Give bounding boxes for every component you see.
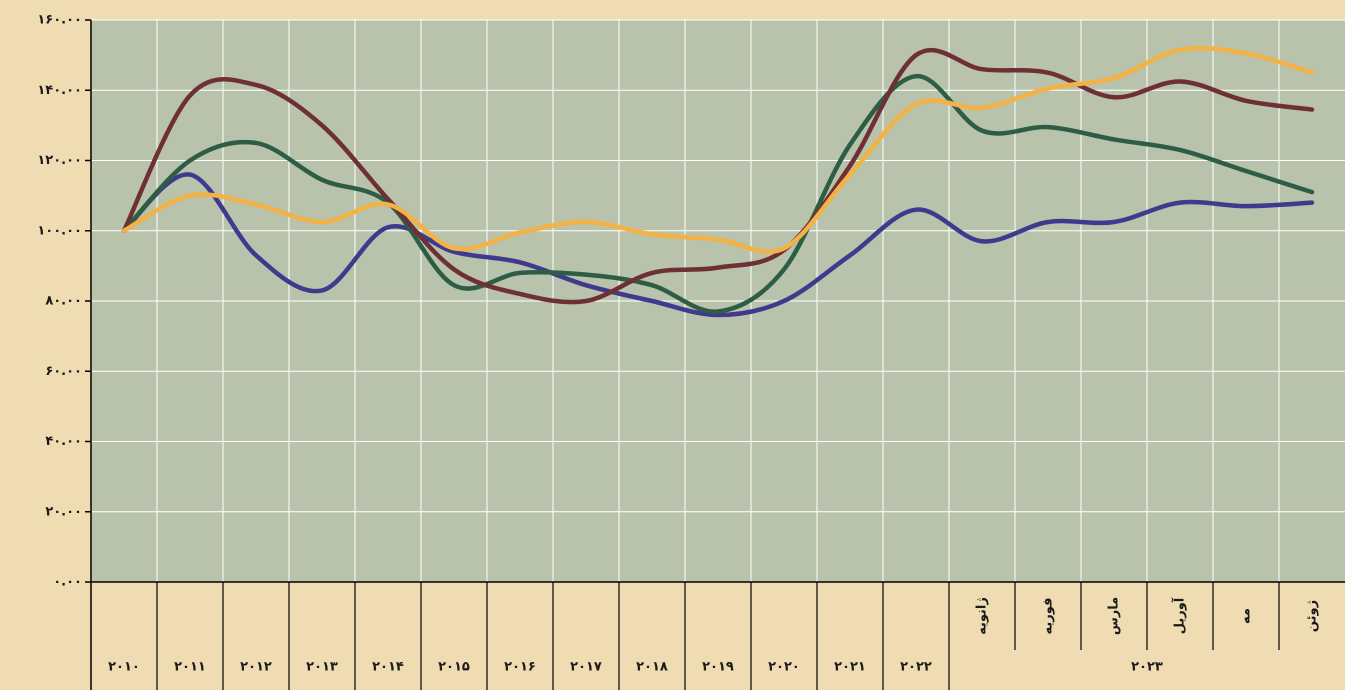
x-tick-label: ژانویه xyxy=(975,597,990,635)
y-tick-label: ۱۲۰.۰۰ xyxy=(37,153,82,168)
y-tick-label: ۲۰.۰۰ xyxy=(45,504,82,519)
x-tick-label: ۲۰۱۷ xyxy=(570,660,602,675)
series-line xyxy=(121,45,1315,255)
x-tick-label: ۲۰۱۵ xyxy=(438,660,470,675)
x-tick-label: ۲۰۲۱ xyxy=(834,660,866,675)
series-line xyxy=(121,172,1315,318)
x-tick-label: ۲۰۲۰ xyxy=(768,660,800,675)
x-tick-label: ۲۰۲۲ xyxy=(900,660,932,675)
x-tick-label: ۲۰۱۴ xyxy=(372,660,404,675)
y-tick-label: ۱۰۰.۰۰ xyxy=(37,223,82,238)
x-tick-label: ۲۰۱۲ xyxy=(240,660,272,675)
x-tick-label: ۲۰۱۶ xyxy=(504,660,536,675)
y-tick-label: ۸۰.۰۰ xyxy=(45,294,82,309)
x-tick-label: ۲۰۱۰ xyxy=(108,660,140,675)
x-tick-label: ژوئن xyxy=(1305,600,1320,632)
x-tick-label: ۲۰۱۸ xyxy=(636,660,668,675)
y-tick-label: ۰.۰۰ xyxy=(53,575,82,590)
y-tick-label: ۱۶۰.۰۰ xyxy=(37,13,82,28)
x-tick-label: آوریل xyxy=(1171,597,1188,634)
series-line xyxy=(121,47,1315,305)
x-tick-label: فوریه xyxy=(1041,598,1056,635)
y-tick-label: ۱۴۰.۰۰ xyxy=(37,83,82,98)
series-line xyxy=(121,73,1315,314)
x-tick-label: ۲۰۱۱ xyxy=(174,660,206,675)
x-tick-label: مارس xyxy=(1107,597,1122,635)
x-tick-label: ۲۰۱۹ xyxy=(702,660,734,675)
x-group-label: ۲۰۲۳ xyxy=(1131,660,1163,675)
y-tick-label: ۶۰.۰۰ xyxy=(45,364,82,379)
x-tick-label: مه xyxy=(1239,608,1254,624)
x-tick-label: ۲۰۱۳ xyxy=(306,660,338,675)
y-tick-label: ۴۰.۰۰ xyxy=(45,434,82,449)
